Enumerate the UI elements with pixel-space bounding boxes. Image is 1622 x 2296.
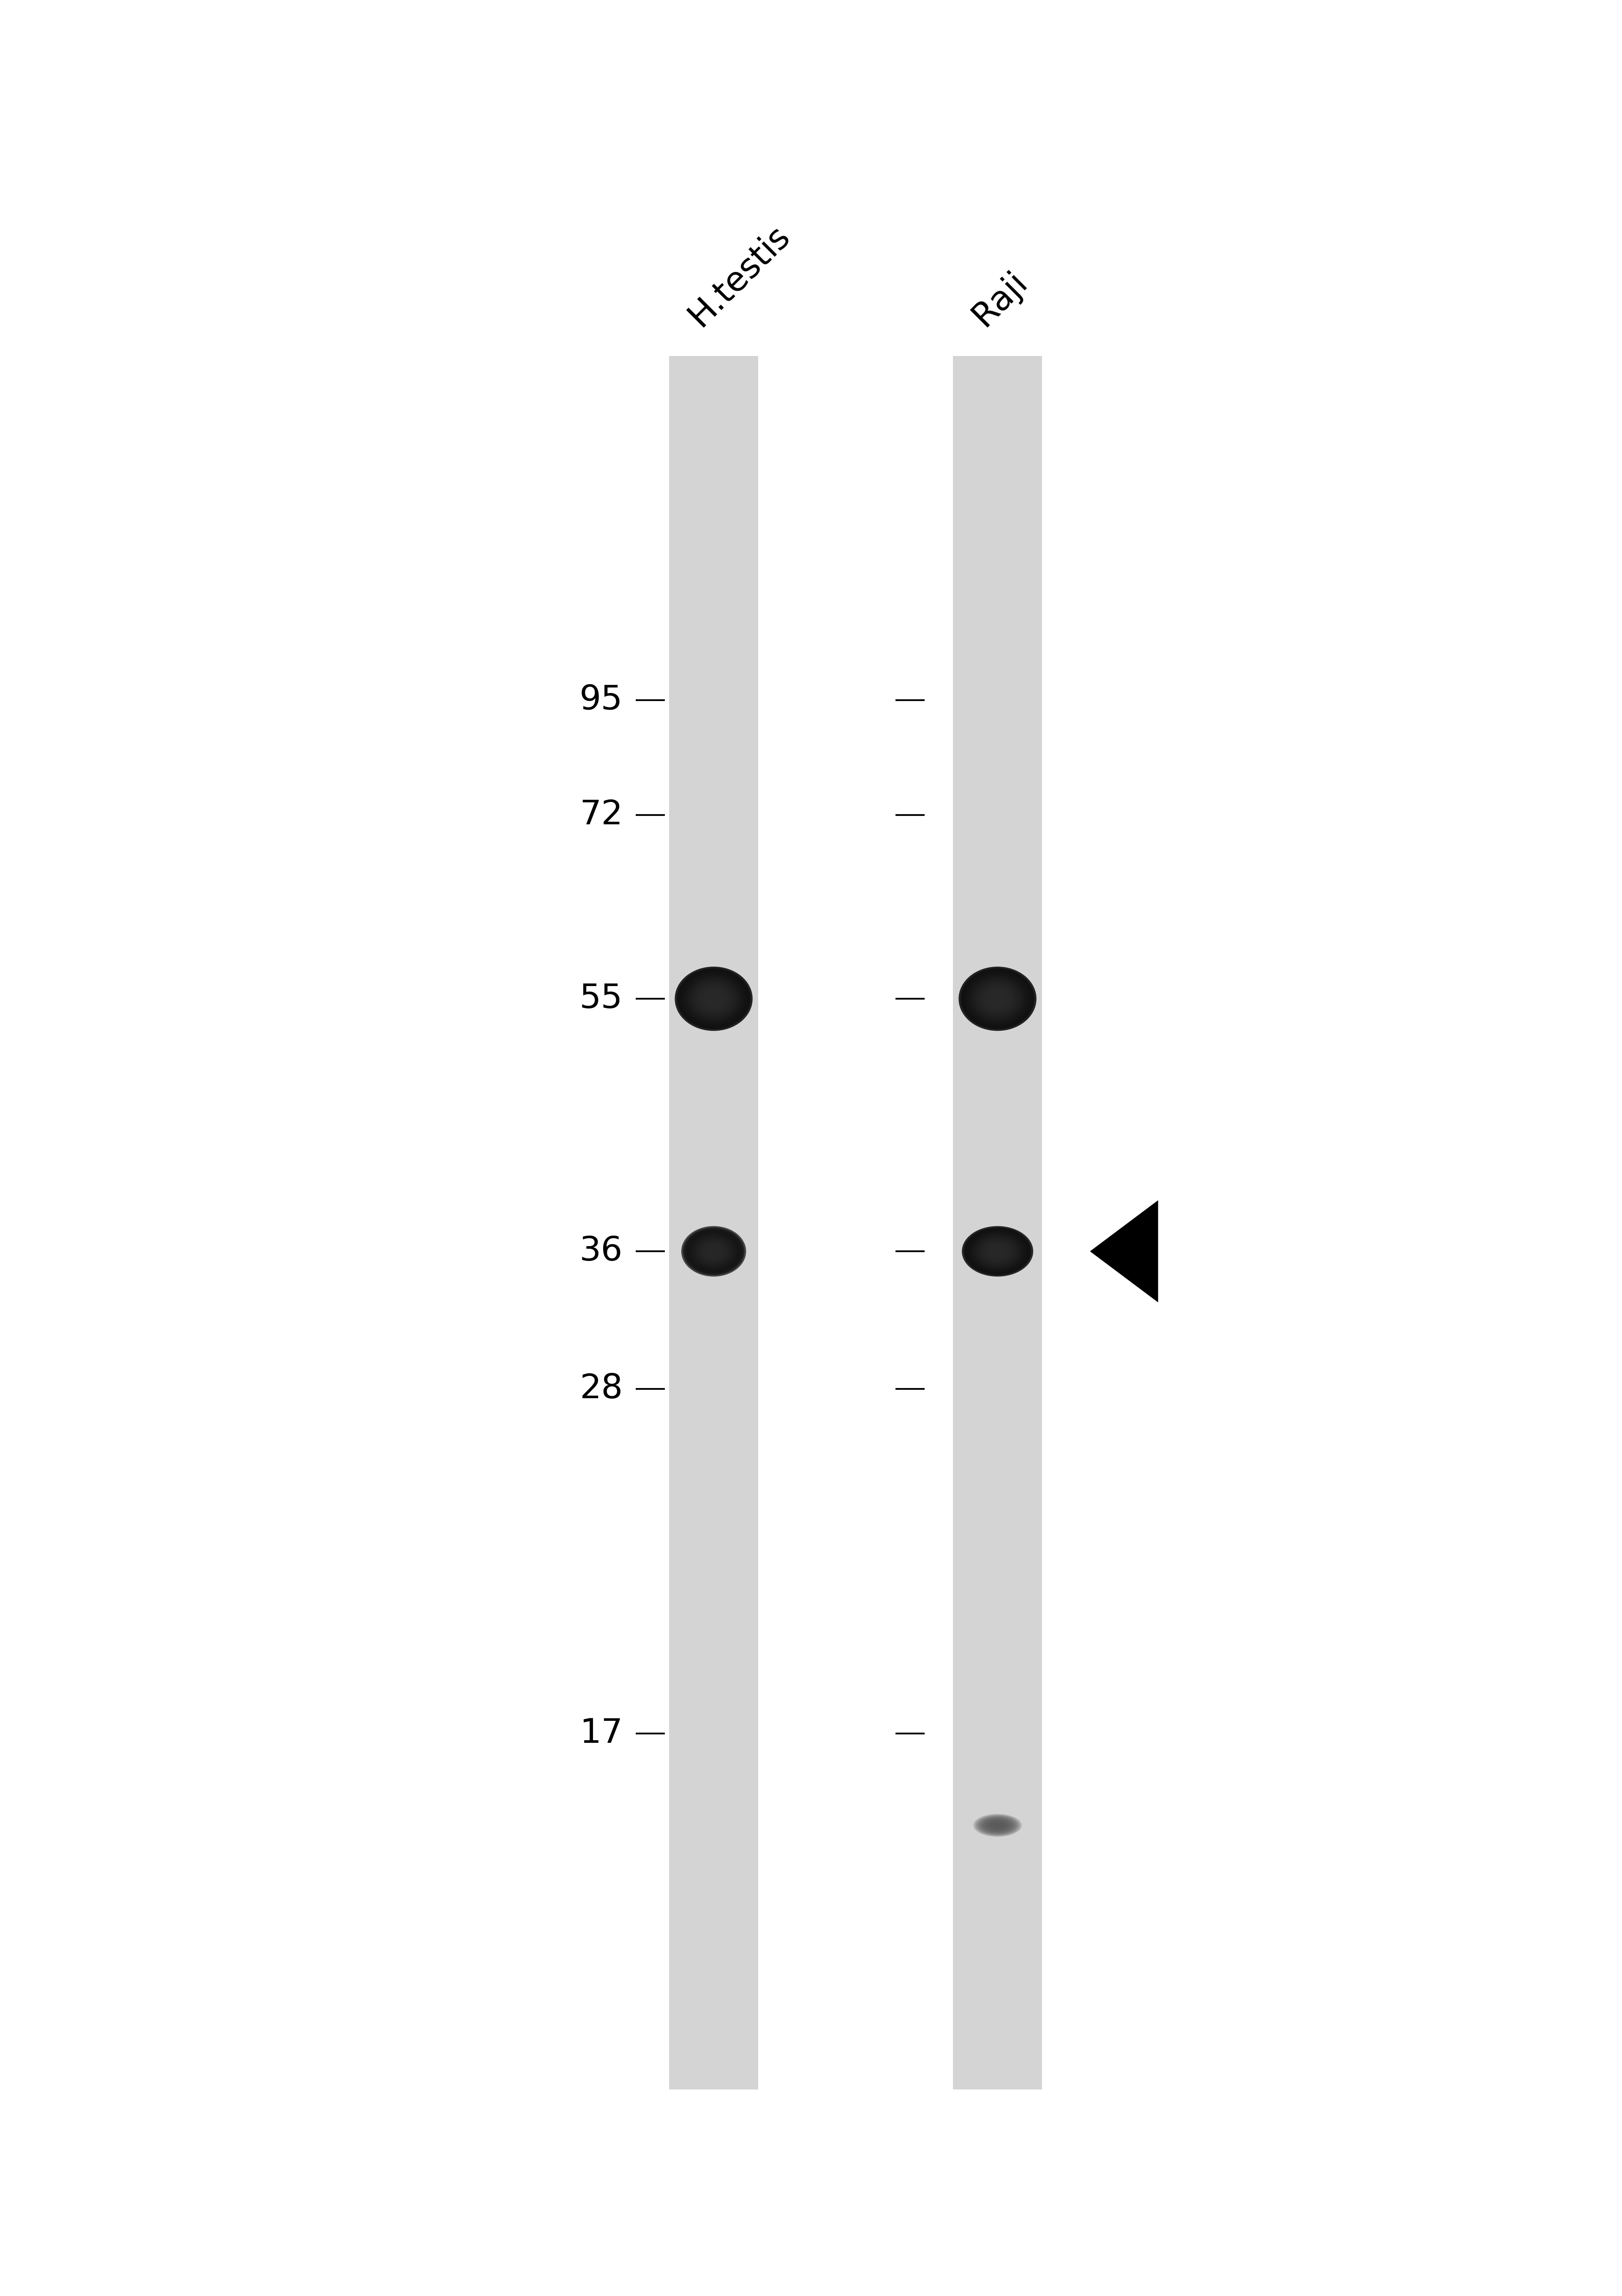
Ellipse shape [976,983,1019,1015]
Ellipse shape [965,971,1030,1026]
Ellipse shape [689,1233,738,1270]
Ellipse shape [988,1244,1007,1258]
Ellipse shape [702,990,725,1008]
Ellipse shape [693,1235,735,1267]
Ellipse shape [968,976,1027,1022]
Ellipse shape [965,1228,1030,1274]
Ellipse shape [963,1228,1032,1274]
Ellipse shape [981,985,1014,1013]
Ellipse shape [976,1238,1019,1265]
Ellipse shape [693,983,735,1015]
Ellipse shape [681,971,746,1026]
Ellipse shape [968,1231,1027,1272]
Ellipse shape [983,987,1012,1010]
Text: 36: 36 [579,1235,623,1267]
Ellipse shape [980,983,1015,1015]
Ellipse shape [980,1816,1015,1835]
Ellipse shape [689,978,738,1019]
Ellipse shape [676,969,751,1029]
Ellipse shape [981,1818,1014,1832]
Polygon shape [1090,1201,1158,1302]
Bar [954,356,1043,2089]
Ellipse shape [978,1816,1017,1835]
Ellipse shape [967,974,1028,1024]
Ellipse shape [699,1240,728,1263]
Bar [668,356,759,2089]
Ellipse shape [675,967,753,1031]
Text: 55: 55 [579,983,623,1015]
Ellipse shape [983,1240,1012,1263]
Text: Raji: Raji [967,266,1033,333]
Ellipse shape [973,1814,1022,1837]
Ellipse shape [684,1228,743,1274]
Ellipse shape [981,1240,1014,1263]
Ellipse shape [980,1238,1015,1265]
Ellipse shape [694,1238,733,1265]
Ellipse shape [975,980,1020,1017]
Text: 95: 95 [579,684,623,716]
Text: 17: 17 [579,1717,623,1750]
Ellipse shape [988,990,1007,1008]
Ellipse shape [691,1235,736,1267]
Text: H.testis: H.testis [683,218,796,333]
Ellipse shape [683,1228,744,1274]
Text: 28: 28 [579,1373,623,1405]
Ellipse shape [976,1816,1019,1835]
Ellipse shape [972,976,1023,1022]
Ellipse shape [691,980,736,1017]
Ellipse shape [688,976,740,1022]
Ellipse shape [983,1818,1012,1832]
Ellipse shape [684,976,743,1022]
Ellipse shape [959,967,1036,1031]
Ellipse shape [688,1231,740,1272]
Ellipse shape [973,978,1022,1019]
Ellipse shape [680,969,748,1029]
Ellipse shape [962,1226,1033,1277]
Ellipse shape [973,1235,1022,1267]
Ellipse shape [970,1231,1025,1272]
Ellipse shape [696,983,732,1015]
Ellipse shape [975,1235,1020,1267]
Ellipse shape [699,987,728,1010]
Ellipse shape [701,1240,727,1263]
Ellipse shape [704,990,723,1008]
Ellipse shape [986,990,1009,1008]
Ellipse shape [975,1814,1020,1837]
Ellipse shape [985,1242,1011,1261]
Text: 72: 72 [579,799,623,831]
Ellipse shape [983,1818,1012,1832]
Ellipse shape [702,1242,725,1261]
Ellipse shape [976,1816,1019,1835]
Ellipse shape [704,1244,723,1258]
Ellipse shape [683,974,744,1024]
Ellipse shape [963,969,1032,1029]
Ellipse shape [686,1231,741,1272]
Ellipse shape [697,1238,730,1265]
Ellipse shape [681,1226,746,1277]
Ellipse shape [706,1244,722,1258]
Ellipse shape [972,1233,1023,1270]
Ellipse shape [986,1244,1009,1258]
Ellipse shape [960,969,1035,1029]
Ellipse shape [697,985,730,1013]
